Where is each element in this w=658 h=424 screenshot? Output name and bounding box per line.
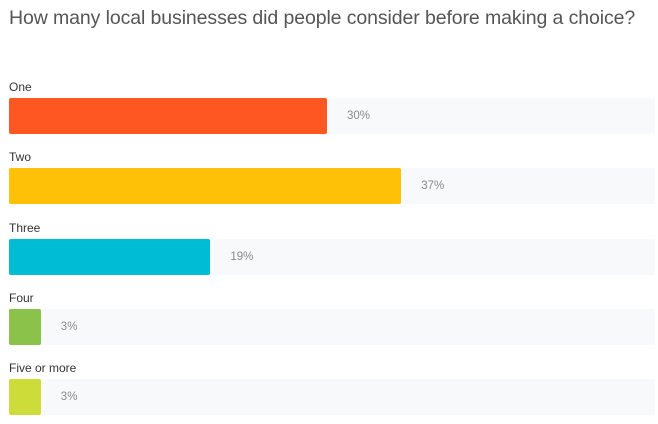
- bar-row-four: Four 3%: [0, 291, 658, 346]
- bar-track: 3%: [9, 379, 655, 416]
- bar-track: 19%: [9, 238, 655, 275]
- bar-four: [9, 308, 41, 345]
- bar-three: [9, 238, 211, 275]
- value-label: 3%: [60, 320, 78, 333]
- bar-five-or-more: [9, 379, 41, 416]
- bar-one: [9, 98, 327, 134]
- bar-row-three: Three 19%: [0, 221, 658, 276]
- bar-track: 30%: [9, 98, 655, 134]
- bar-row-one: One 30%: [0, 80, 658, 135]
- category-label: Four: [9, 290, 34, 305]
- category-label: Five or more: [9, 361, 77, 376]
- category-label: One: [9, 80, 32, 94]
- bar-two: [9, 168, 402, 205]
- value-label: 30%: [347, 110, 371, 122]
- bar-row-two: Two 37%: [0, 150, 658, 205]
- category-label: Two: [9, 150, 32, 165]
- bar-row-five-or-more: Five or more 3%: [0, 361, 658, 416]
- value-label: 19%: [230, 250, 254, 263]
- bar-track: 3%: [9, 308, 655, 345]
- value-label: 37%: [421, 180, 445, 193]
- value-label: 3%: [60, 391, 78, 404]
- category-label: Three: [9, 220, 41, 235]
- bar-track: 37%: [9, 168, 655, 205]
- chart-title: How many local businesses did people con…: [9, 7, 636, 29]
